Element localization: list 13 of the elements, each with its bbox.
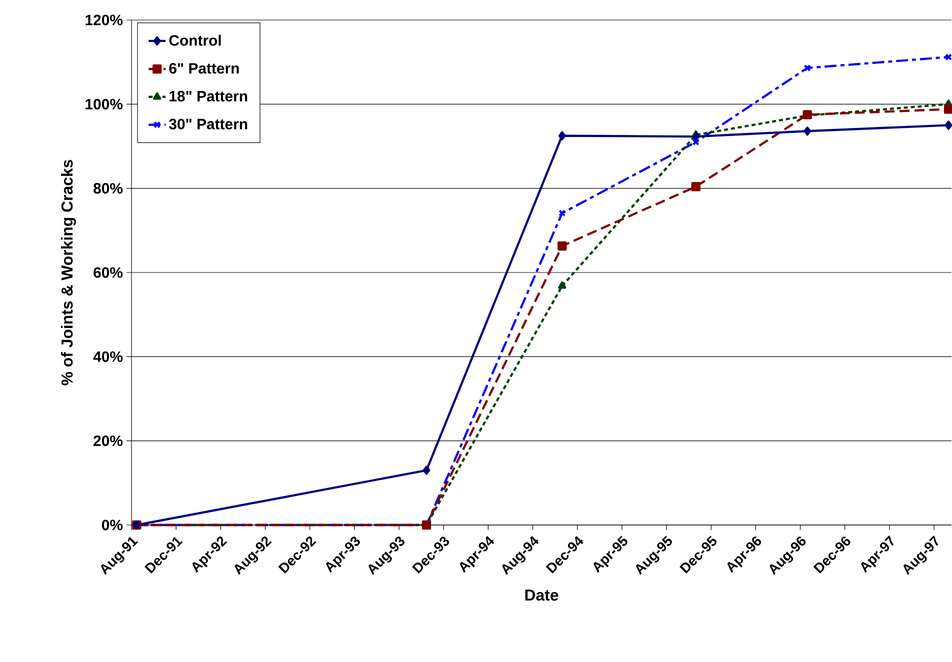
y-tick-label: 100% bbox=[86, 98, 123, 110]
legend-label: Control bbox=[169, 34, 221, 46]
y-tick-label: 120% bbox=[86, 14, 123, 26]
y-tick-label: 20% bbox=[94, 436, 123, 446]
y-tick-label: 40% bbox=[93, 351, 123, 362]
y-tick-label: 60% bbox=[94, 267, 123, 278]
y-tick-label: 0% bbox=[102, 520, 123, 530]
legend-label: 30" Pattern bbox=[169, 118, 248, 130]
legend-label: 18" Pattern bbox=[170, 90, 248, 102]
legend-label: 6" Pattern bbox=[169, 63, 239, 74]
x-axis-title: Date bbox=[525, 590, 558, 601]
y-axis-title: % of Joints & Working Cracks bbox=[61, 160, 76, 386]
y-tick-label: 80% bbox=[94, 183, 123, 194]
